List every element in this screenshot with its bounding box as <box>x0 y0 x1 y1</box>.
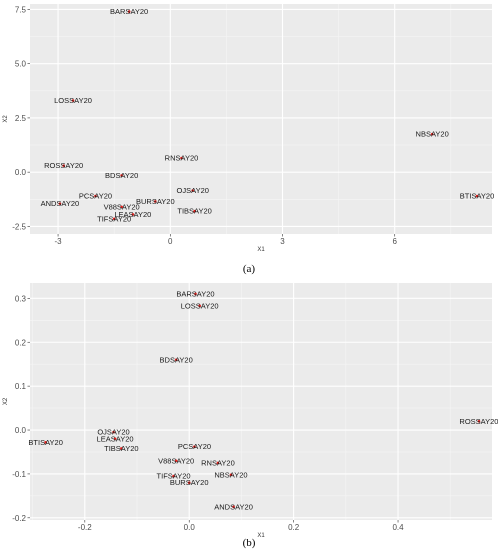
point-label: ROSSAY20 <box>44 161 83 170</box>
point-label: NBSAY20 <box>416 130 449 139</box>
x-axis-label-b: X1 <box>257 533 265 539</box>
point-label: OJSAY20 <box>97 428 129 437</box>
data-point <box>44 441 47 444</box>
point-label: LOSSAY20 <box>181 301 219 310</box>
data-point <box>477 419 481 423</box>
y-tick-label: 0.3 <box>15 294 27 303</box>
y-tick-label: -2.5 <box>12 222 26 231</box>
y-axis-label-b: X2 <box>3 397 9 405</box>
data-point <box>112 217 116 221</box>
data-point <box>58 202 62 205</box>
point-label: PCSAY20 <box>79 192 112 201</box>
data-point <box>94 194 97 198</box>
point-label: V88SAY20 <box>158 456 194 465</box>
data-point <box>131 213 135 216</box>
y-tick-label: 0.0 <box>15 426 27 435</box>
x-tick-label: 0 <box>168 237 173 246</box>
data-point <box>193 445 196 449</box>
point-label: V88SAY20 <box>104 202 140 211</box>
point-label: ANDSAY20 <box>41 199 80 208</box>
data-point <box>174 358 178 362</box>
data-point <box>216 461 220 465</box>
point-label: OJSAY20 <box>177 186 209 195</box>
point-label: RNSAY20 <box>201 458 235 467</box>
point-label: BDSAY20 <box>160 355 193 364</box>
data-point <box>187 481 191 484</box>
point-label: TIBSAY20 <box>177 207 211 216</box>
data-point <box>120 447 123 450</box>
x-tick-label: 0.4 <box>392 523 404 532</box>
x-tick-label: 0.0 <box>184 523 196 532</box>
data-point <box>193 209 196 213</box>
data-point <box>232 505 235 509</box>
point-label: RNSAY20 <box>165 154 199 163</box>
point-label: ROSSAY20 <box>459 417 498 426</box>
y-tick-label: 7.5 <box>15 5 27 14</box>
point-label: TIFSAY20 <box>157 472 191 481</box>
y-tick-label: 2.5 <box>15 114 27 123</box>
data-point <box>112 430 115 434</box>
x-axis-label-a: X1 <box>257 247 265 253</box>
data-point <box>194 292 197 296</box>
plot-panel-a <box>30 4 492 234</box>
points-b: BARSAY20 LOSSAY20 BDSAY20 ROSSAY20 OJSAY20 BT… <box>28 289 498 511</box>
data-point <box>120 174 123 177</box>
data-point <box>475 194 479 198</box>
data-point <box>180 156 183 160</box>
data-point <box>198 304 201 308</box>
point-label: BARSAY20 <box>110 7 148 16</box>
y-axis-label-a: X2 <box>3 115 9 123</box>
x-tick-label: -0.2 <box>78 523 92 532</box>
point-label: LEASAY20 <box>114 210 151 219</box>
caption-a: (a) <box>243 263 256 275</box>
y-tick-label: 0.2 <box>15 338 27 347</box>
point-label: LEASAY20 <box>97 434 134 443</box>
data-point <box>191 189 195 192</box>
y-tick-label: 0.0 <box>15 168 27 177</box>
point-label: LOSSAY20 <box>54 96 92 105</box>
points-a: BARSAY20 LOSSAY20 NBSAY20 RNSAY20 ROSSAY20 BD… <box>41 7 495 223</box>
data-point <box>174 459 178 463</box>
x-tick-label: 3 <box>280 237 285 246</box>
point-label: ANDSAY20 <box>214 502 253 511</box>
caption-b: (b) <box>243 537 256 549</box>
scatter-plot-b: -0.2 0.0 0.2 0.4 -0.2 -0.1 0.0 0.1 0.2 0.3 BARSAY… <box>3 283 498 549</box>
point-label: BTISAY20 <box>460 192 494 201</box>
x-tick-label: 0.2 <box>288 523 300 532</box>
data-point <box>172 474 175 478</box>
grid-a <box>30 4 492 234</box>
point-label: PCSAY20 <box>178 442 211 451</box>
data-point <box>113 437 117 441</box>
point-label: NBSAY20 <box>214 470 247 479</box>
scatter-plot-a: -3 0 3 6 -2.5 0.0 2.5 5.0 7.5 BARSAY20 LOSSAY20 NB… <box>3 4 494 275</box>
data-point <box>430 132 434 136</box>
x-tick-label: -3 <box>54 237 62 246</box>
y-tick-label: 0.1 <box>15 382 27 391</box>
ticks-b: -0.2 0.0 0.2 0.4 -0.2 -0.1 0.0 0.1 0.2 0.3 <box>12 294 404 532</box>
data-point <box>229 473 233 477</box>
ticks-a: -3 0 3 6 -2.5 0.0 2.5 5.0 7.5 <box>12 5 397 246</box>
data-point <box>71 99 75 102</box>
y-tick-label: -0.1 <box>12 470 26 479</box>
y-tick-label: -0.2 <box>12 514 26 523</box>
point-label: BDSAY20 <box>105 171 138 180</box>
x-tick-label: 6 <box>393 237 398 246</box>
data-point <box>154 200 157 203</box>
plot-panel-b <box>30 283 492 520</box>
point-label: TIBSAY20 <box>104 444 138 453</box>
grid-b <box>30 283 492 520</box>
point-label: BARSAY20 <box>176 289 214 298</box>
data-point <box>127 10 131 13</box>
y-tick-label: 5.0 <box>15 60 27 69</box>
data-point <box>62 164 65 167</box>
point-label: BURSAY20 <box>136 197 175 206</box>
point-label: BTISAY20 <box>28 438 62 447</box>
point-label: TIFSAY20 <box>97 214 131 223</box>
data-point <box>120 205 123 209</box>
point-label: BURSAY20 <box>170 478 209 487</box>
